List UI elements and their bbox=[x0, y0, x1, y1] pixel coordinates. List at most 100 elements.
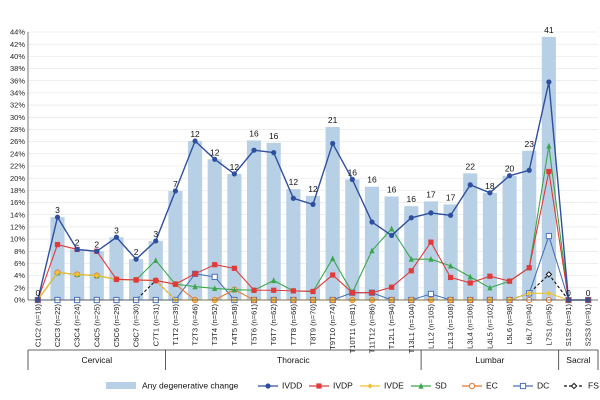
y-tick-label: 16% bbox=[10, 198, 25, 207]
bar bbox=[325, 127, 340, 300]
x-tick-label: T13L1 (n=104) bbox=[407, 304, 416, 354]
bar-count-label: 16 bbox=[367, 175, 377, 185]
x-tick-label: T6T7 (n=62) bbox=[269, 304, 278, 346]
segment-label: Sacral bbox=[566, 355, 590, 365]
point-ivdd bbox=[212, 156, 218, 162]
point-sd bbox=[428, 255, 434, 262]
bar bbox=[227, 173, 242, 300]
point-ivdd bbox=[389, 232, 395, 239]
legend-item: IVDE bbox=[360, 381, 404, 391]
point-sd bbox=[467, 273, 473, 280]
x-tick-label: L1L2 (n=105) bbox=[426, 303, 435, 348]
point-ivdp bbox=[231, 265, 237, 271]
point-ivde bbox=[526, 290, 532, 296]
point-ivdd bbox=[408, 215, 414, 221]
legend-item: SD bbox=[411, 381, 447, 391]
point-ivdd bbox=[133, 256, 139, 262]
point-fs bbox=[545, 271, 553, 278]
legend: Any degenerative change IVDD IVDP IVDE SD EC D… bbox=[106, 381, 599, 391]
point-ivdd bbox=[113, 234, 120, 240]
bar bbox=[246, 140, 262, 300]
x-tick-label: C4C5 (n=25) bbox=[92, 304, 101, 348]
segment-label: Thoracic bbox=[277, 355, 310, 365]
bar bbox=[148, 240, 163, 300]
point-ivdp bbox=[310, 288, 316, 295]
point-ivdd bbox=[330, 140, 336, 147]
legend-marker bbox=[265, 383, 271, 389]
point-dc bbox=[545, 232, 552, 240]
x-tick-label: S1S2 (n=91) bbox=[564, 304, 573, 347]
legend-label: SD bbox=[435, 381, 447, 391]
point-ivdp bbox=[389, 284, 395, 290]
y-tick-label: 32% bbox=[10, 101, 25, 110]
bar-count-label: 16 bbox=[387, 184, 397, 194]
x-tick-label: T7T8 (n=66) bbox=[289, 304, 298, 346]
y-tick-label: 28% bbox=[10, 125, 25, 134]
x-tick-label: L6L7 (n=94) bbox=[525, 304, 534, 345]
x-axis: C1C2 (n=19) C2C3 (n=22) C3C4 (n=24) C4C5 (n… bbox=[28, 299, 598, 354]
bar-count-label: 7 bbox=[173, 179, 178, 189]
legend-label: Any degenerative change bbox=[142, 381, 239, 391]
point-ivdp bbox=[330, 272, 336, 278]
x-tick-label: L7S1 (n=95) bbox=[544, 304, 553, 346]
bar bbox=[364, 186, 380, 300]
point-ivdp bbox=[408, 268, 414, 274]
legend-item: FS bbox=[564, 381, 599, 391]
point-ivdd bbox=[172, 188, 179, 194]
point-sd bbox=[447, 262, 454, 269]
legend-marker bbox=[570, 382, 578, 390]
point-ivdd bbox=[487, 190, 493, 196]
bar-count-label: 22 bbox=[466, 161, 476, 171]
point-ivdd bbox=[467, 182, 473, 188]
legend-item: IVDD bbox=[258, 381, 302, 391]
point-ivdp bbox=[290, 288, 296, 294]
point-ivdp bbox=[467, 280, 473, 286]
region-segments: Cervical Thoracic Lumbar Sacral bbox=[27, 349, 599, 370]
x-tick-label: C2C3 (n=22) bbox=[53, 304, 62, 348]
x-tick-label: S2S3 (n=91) bbox=[584, 304, 593, 347]
bar-count-label: 12 bbox=[289, 177, 299, 187]
y-tick-label: 2% bbox=[14, 283, 25, 292]
bar-count-label: 2 bbox=[94, 239, 99, 249]
x-tick-label: T10T11 (n=81) bbox=[348, 304, 357, 354]
bar-count-label: 23 bbox=[524, 139, 534, 149]
point-ivdp bbox=[212, 262, 218, 268]
x-tick-label: T9T10 (n=74) bbox=[328, 304, 337, 350]
bar-count-label: 21 bbox=[328, 115, 338, 125]
y-tick-label: 30% bbox=[10, 113, 25, 122]
bar-count-label: 16 bbox=[249, 128, 259, 138]
bar-count-label: 17 bbox=[446, 192, 456, 202]
bar bbox=[541, 36, 556, 300]
x-tick-label: C5C6 (n=29) bbox=[112, 304, 121, 348]
point-ivdd bbox=[310, 201, 316, 207]
bar bbox=[286, 189, 301, 300]
point-ivdd bbox=[428, 210, 434, 216]
point-ivdp bbox=[349, 290, 355, 296]
point-ivdp bbox=[447, 274, 454, 281]
y-tick-label: 42% bbox=[10, 40, 25, 49]
legend-item: IVDP bbox=[309, 381, 353, 391]
bar bbox=[266, 142, 281, 300]
point-sd bbox=[408, 255, 414, 262]
y-tick-label: 44% bbox=[10, 28, 25, 37]
point-ivdd bbox=[192, 138, 198, 144]
bar-count-label: 12 bbox=[230, 162, 240, 172]
point-ivdp bbox=[546, 168, 552, 175]
bar-count-label: 16 bbox=[348, 167, 358, 177]
y-tick-label: 0% bbox=[14, 296, 25, 305]
point-ivdd bbox=[290, 195, 296, 201]
bar-count-label: 17 bbox=[426, 189, 436, 199]
point-sd bbox=[212, 285, 218, 292]
point-ivdd bbox=[369, 219, 375, 225]
point-ivdp bbox=[192, 271, 198, 277]
y-tick-label: 22% bbox=[10, 162, 25, 171]
bar-count-label: 2 bbox=[134, 247, 139, 257]
point-ivdd bbox=[526, 167, 532, 173]
legend-item: Any degenerative change bbox=[106, 381, 239, 391]
y-tick-label: 6% bbox=[14, 259, 25, 268]
x-tick-label: T1T2 (n=39) bbox=[171, 304, 180, 346]
y-tick-label: 18% bbox=[10, 186, 25, 195]
bar-count-label: 3 bbox=[55, 205, 60, 215]
bar-count-label: 16 bbox=[407, 194, 417, 204]
